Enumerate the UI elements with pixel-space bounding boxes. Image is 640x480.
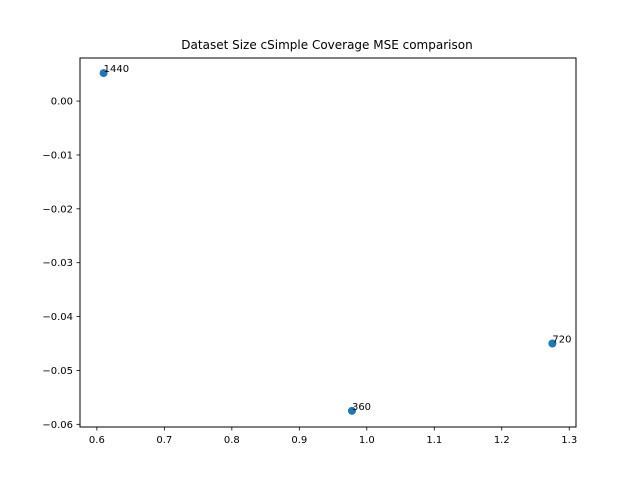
point-label: 360 [352, 402, 371, 413]
y-tick-label: 0.00 [51, 97, 73, 108]
y-tick-label: −0.05 [42, 366, 73, 377]
y-tick-label: −0.01 [42, 150, 73, 161]
chart-title: Dataset Size cSimple Coverage MSE compar… [181, 38, 472, 52]
x-tick-label: 1.0 [359, 435, 375, 446]
data-point [548, 339, 557, 348]
x-axis: 0.6 0.7 0.8 0.9 1.0 1.1 1.2 1.3 [89, 427, 577, 446]
point-label: 1440 [104, 64, 129, 75]
x-tick-label: 0.8 [224, 435, 240, 446]
x-tick-label: 1.1 [426, 435, 442, 446]
data-point [99, 69, 108, 78]
x-tick-label: 0.9 [291, 435, 307, 446]
data-point [347, 406, 356, 415]
x-tick-label: 1.3 [561, 435, 577, 446]
y-tick-label: −0.06 [42, 420, 73, 431]
data-points: 1440 720 360 [99, 64, 571, 415]
y-tick-label: −0.02 [42, 204, 73, 215]
x-tick-label: 0.6 [89, 435, 105, 446]
x-tick-label: 0.7 [156, 435, 172, 446]
point-label: 720 [552, 335, 571, 346]
y-axis: 0.00 −0.01 −0.02 −0.03 −0.04 −0.05 −0.06 [42, 97, 80, 431]
plot-area [79, 57, 577, 428]
y-tick-label: −0.04 [42, 312, 73, 323]
x-tick-label: 1.2 [494, 435, 510, 446]
y-tick-label: −0.03 [42, 258, 73, 269]
